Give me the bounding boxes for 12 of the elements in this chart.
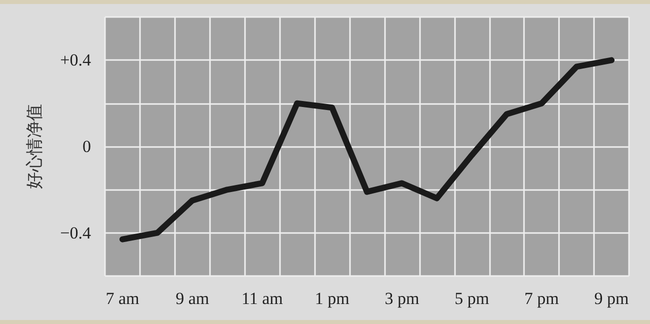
x-tick-label: 7 am — [106, 289, 140, 308]
y-axis-title: 好心情净值 — [25, 104, 44, 189]
x-tick-label: 7 pm — [524, 289, 559, 308]
x-tick-label: 1 pm — [314, 289, 350, 308]
x-tick-label: 3 pm — [384, 289, 420, 308]
x-tick-label: 9 am — [176, 289, 210, 308]
y-tick-label: +0.4 — [60, 50, 92, 70]
x-tick-label: 11 am — [242, 289, 283, 308]
x-tick-label: 9 pm — [594, 289, 629, 308]
y-tick-label: 0 — [82, 137, 91, 156]
y-tick-label: −0.4 — [60, 223, 92, 242]
x-tick-label: 5 pm — [454, 289, 490, 308]
